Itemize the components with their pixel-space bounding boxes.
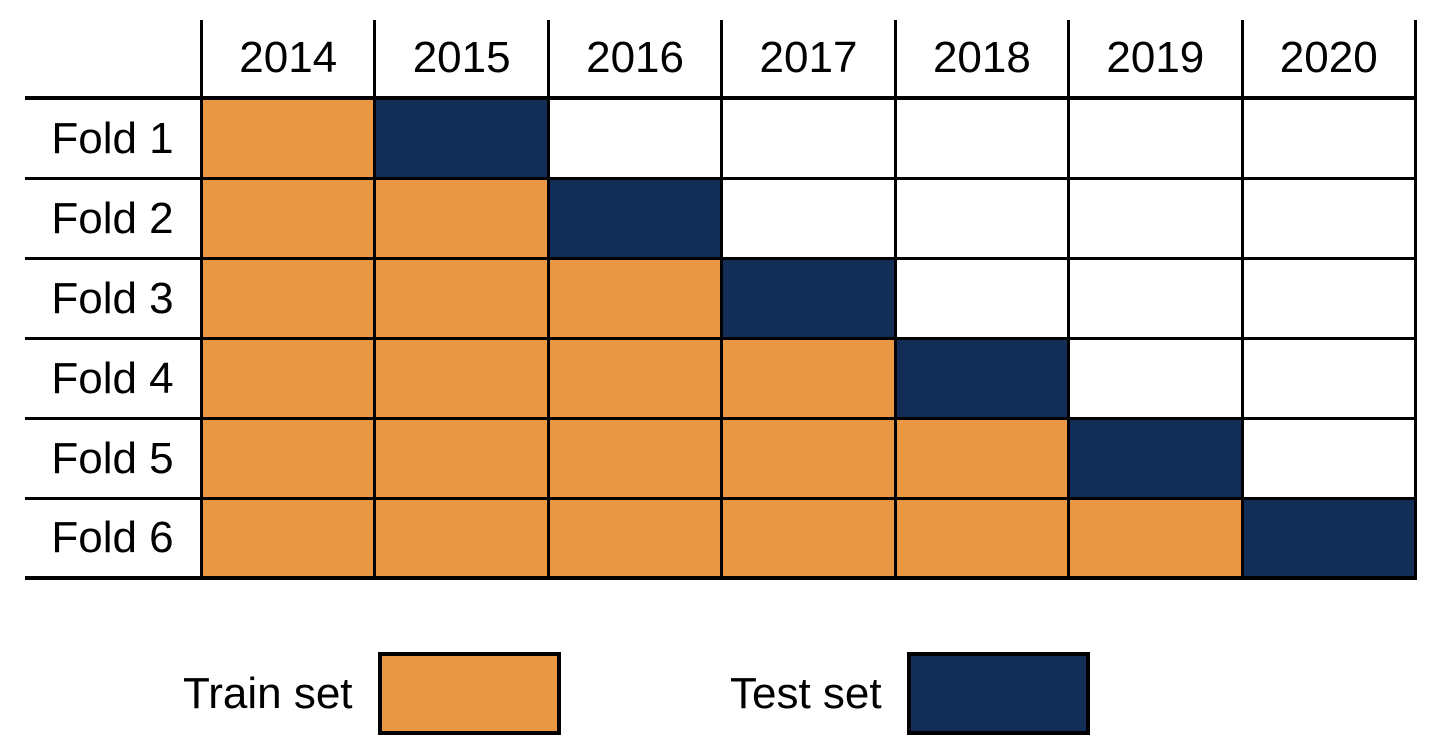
cell-fold1-2020-empty — [1240, 100, 1417, 180]
cell-fold3-2018-empty — [893, 260, 1068, 340]
cell-fold2-2018-empty — [893, 180, 1068, 260]
fold-row-3: Fold 3 — [25, 260, 1417, 340]
cell-fold2-2014-train — [200, 180, 374, 260]
cell-fold2-2020-empty — [1240, 180, 1417, 260]
year-header-2018: 2018 — [893, 20, 1068, 100]
cell-fold3-2014-train — [200, 260, 374, 340]
legend-test-swatch — [907, 652, 1090, 735]
cell-fold5-2019-test — [1067, 420, 1241, 500]
cell-fold6-2016-train — [546, 500, 721, 580]
fold-row-4: Fold 4 — [25, 340, 1417, 420]
fold-label-1: Fold 1 — [25, 100, 200, 180]
cell-fold4-2020-empty — [1240, 340, 1417, 420]
fold-row-6: Fold 6 — [25, 500, 1417, 580]
cell-fold4-2016-train — [546, 340, 721, 420]
cell-fold5-2014-train — [200, 420, 374, 500]
cell-fold3-2016-train — [546, 260, 721, 340]
cell-fold3-2019-empty — [1067, 260, 1241, 340]
cell-fold6-2017-train — [720, 500, 894, 580]
year-header-2017: 2017 — [720, 20, 894, 100]
year-header-2019: 2019 — [1067, 20, 1241, 100]
cell-fold4-2014-train — [200, 340, 374, 420]
cell-fold6-2018-train — [893, 500, 1068, 580]
cell-fold2-2015-train — [373, 180, 547, 260]
cell-fold6-2014-train — [200, 500, 374, 580]
cv-table: 2014 2015 2016 2017 2018 2019 2020 Fold 1 Fold 2… — [25, 20, 1417, 580]
cell-fold2-2019-empty — [1067, 180, 1241, 260]
cell-fold1-2015-test — [373, 100, 547, 180]
cell-fold4-2015-train — [373, 340, 547, 420]
cell-fold3-2015-train — [373, 260, 547, 340]
cell-fold1-2017-empty — [720, 100, 894, 180]
cell-fold3-2017-test — [720, 260, 894, 340]
cell-fold4-2017-train — [720, 340, 894, 420]
fold-label-6: Fold 6 — [25, 500, 200, 580]
fold-label-4: Fold 4 — [25, 340, 200, 420]
fold-row-2: Fold 2 — [25, 180, 1417, 260]
year-header-row: 2014 2015 2016 2017 2018 2019 2020 — [25, 20, 1417, 100]
cell-fold3-2020-empty — [1240, 260, 1417, 340]
cell-fold5-2020-empty — [1240, 420, 1417, 500]
cell-fold6-2020-test — [1240, 500, 1417, 580]
cell-fold6-2019-train — [1067, 500, 1241, 580]
year-header-2015: 2015 — [373, 20, 547, 100]
cell-fold5-2015-train — [373, 420, 547, 500]
legend-train-swatch — [378, 652, 561, 735]
legend-test-label: Test set — [730, 669, 882, 718]
cell-fold5-2018-train — [893, 420, 1068, 500]
cell-fold5-2016-train — [546, 420, 721, 500]
legend-train-label: Train set — [183, 669, 353, 718]
cell-fold1-2018-empty — [893, 100, 1068, 180]
cell-fold2-2017-empty — [720, 180, 894, 260]
cell-fold1-2016-empty — [546, 100, 721, 180]
cell-fold1-2014-train — [200, 100, 374, 180]
cell-fold6-2015-train — [373, 500, 547, 580]
cell-fold1-2019-empty — [1067, 100, 1241, 180]
cell-fold2-2016-test — [546, 180, 721, 260]
cell-fold5-2017-train — [720, 420, 894, 500]
fold-label-3: Fold 3 — [25, 260, 200, 340]
fold-row-1: Fold 1 — [25, 100, 1417, 180]
year-header-2014: 2014 — [200, 20, 374, 100]
year-header-2020: 2020 — [1240, 20, 1417, 100]
cell-fold4-2019-empty — [1067, 340, 1241, 420]
year-header-2016: 2016 — [546, 20, 721, 100]
header-corner-cell — [25, 20, 200, 100]
fold-row-5: Fold 5 — [25, 420, 1417, 500]
cell-fold4-2018-test — [893, 340, 1068, 420]
fold-label-2: Fold 2 — [25, 180, 200, 260]
fold-label-5: Fold 5 — [25, 420, 200, 500]
